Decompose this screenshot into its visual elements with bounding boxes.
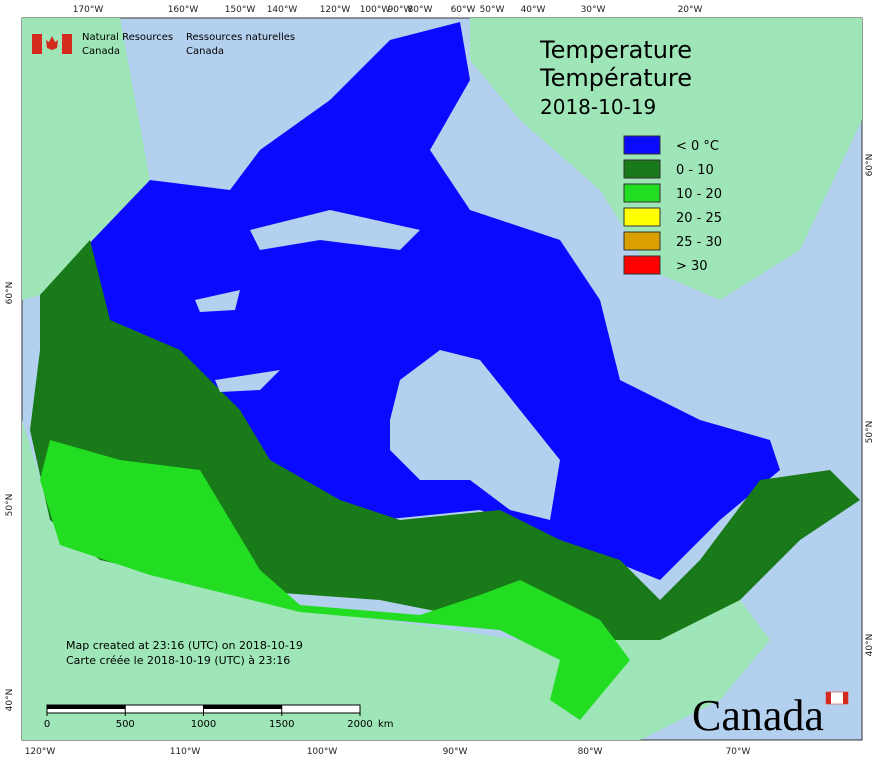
flag-bar [843,692,848,704]
legend-label: < 0 °C [676,139,719,154]
legend-swatch [623,183,661,203]
graticule-label: 50°W [480,5,505,15]
graticule-label: 40°N [5,689,15,712]
temp-zone-10-20 [40,440,630,720]
graticule-label: 100°W [360,5,391,15]
title: Temperature [539,36,692,64]
legend-swatch [623,207,661,227]
legend-label: 0 - 10 [676,163,714,178]
scale-unit: km [378,719,394,730]
graticule-label: 40°N [865,634,875,657]
temp-zone-below-0 [40,22,780,580]
lake [215,370,280,392]
footer: Carte créée le 2018-10-19 (UTC) à 23:16 [66,654,290,667]
scale-label: 0 [44,719,50,730]
graticule-label: 50°N [865,421,875,444]
graticule-label: 30°W [581,5,606,15]
legend-label: 10 - 20 [676,187,722,202]
title: Température [539,64,692,92]
graticule-label: 120°W [320,5,351,15]
flag-bar [32,34,42,54]
lake [195,290,240,312]
graticule-label: 160°W [168,5,199,15]
alaska [22,18,150,300]
graticule-label: 50°N [5,494,15,517]
channel [250,210,420,250]
greenland [470,18,862,300]
logo [32,34,72,54]
graticule-label: 60°N [865,154,875,177]
agency-en: Natural Resources [82,32,173,43]
graticule-label: 120°W [25,747,56,757]
legend-label: > 30 [676,259,708,274]
legend-swatch [623,255,661,275]
agency-fr: Ressources naturelles [186,32,295,43]
graticule-label: 170°W [73,5,104,15]
wordmark-flag [825,691,849,705]
legend-swatch [623,135,661,155]
legend-swatch [623,231,661,251]
scale-label: 1500 [269,719,294,730]
graticule-label: 80°W [578,747,603,757]
legend-swatch [623,159,661,179]
graticule-label: 60°W [451,5,476,15]
land [22,18,862,740]
scale-label: 1000 [191,719,216,730]
legend-label: 25 - 30 [676,235,722,250]
graticule-label: 90°W [388,5,413,15]
footer: Map created at 23:16 (UTC) on 2018-10-19 [66,639,303,652]
graticule-label: 80°W [408,5,433,15]
flag-bar [826,692,831,704]
graticule-label: 110°W [170,747,201,757]
graticule-label: 20°W [678,5,703,15]
legend-label: 20 - 25 [676,211,722,226]
graticule-label: 40°W [521,5,546,15]
graticule-label: 90°W [443,747,468,757]
scale-label: 2000 [347,719,372,730]
agency-en: Canada [82,46,120,57]
graticule-label: 100°W [307,747,338,757]
date: 2018-10-19 [540,95,656,119]
graticule-label: 60°N [5,282,15,305]
wordmark: Canada [692,691,824,740]
flag-bar [62,34,72,54]
graticule-label: 140°W [267,5,298,15]
maple-leaf [46,36,58,50]
graticule-label: 70°W [726,747,751,757]
agency-fr: Canada [186,46,224,57]
scale-segment [47,705,126,709]
graticule-label: 150°W [225,5,256,15]
scale-label: 500 [116,719,135,730]
hudson-bay [390,350,560,520]
scale-segment [203,705,282,709]
